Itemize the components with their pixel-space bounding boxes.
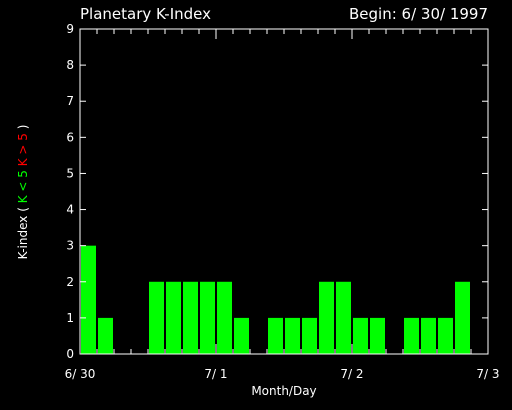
bar [149,281,164,354]
bar-series [81,245,470,354]
bar [98,317,113,354]
x-axis-title: Month/Day [251,384,316,398]
y-tick-label: 6 [66,130,74,144]
y-axis-title-part: K < 5 [16,170,30,207]
x-tick-label: 7/ 2 [340,367,363,381]
bar [319,281,334,354]
y-axis-title: K-index ( K < 5 K > 5 ) [16,125,30,260]
bar [217,281,232,354]
y-axis: 0 1 2 3 4 5 6 7 8 9 [66,22,488,361]
y-axis-title-part: ) [16,125,30,134]
bar [421,317,436,354]
bar [268,317,283,354]
bar [302,317,317,354]
y-axis-title-part: K-index [16,216,30,260]
y-tick-label: 7 [66,94,74,108]
bar [438,317,453,354]
bar [200,281,215,354]
y-axis-title-part: K > 5 [16,133,30,170]
bar [370,317,385,354]
bar [234,317,249,354]
y-axis-title-part: ( [16,207,30,216]
bar [404,317,419,354]
y-tick-label: 3 [66,239,74,253]
bar [81,245,96,354]
y-tick-label: 8 [66,58,74,72]
chart-title: Planetary K-Index [80,5,211,23]
y-tick-label: 1 [66,311,74,325]
y-tick-label: 2 [66,275,74,289]
y-tick-label: 5 [66,166,74,180]
y-tick-label: 0 [66,347,74,361]
x-tick-label: 7/ 1 [204,367,227,381]
bar [183,281,198,354]
bar [336,281,351,354]
plot-frame [79,28,489,355]
chart-subtitle: Begin: 6/ 30/ 1997 [349,5,488,23]
x-axis: 6/ 30 7/ 1 7/ 2 7/ 3 [65,29,500,381]
bar [455,281,470,354]
x-tick-label: 6/ 30 [65,367,96,381]
y-tick-label: 9 [66,22,74,36]
x-tick-label: 7/ 3 [476,367,499,381]
bar [166,281,181,354]
bar [353,317,368,354]
y-tick-label: 4 [66,203,74,217]
bar [285,317,300,354]
